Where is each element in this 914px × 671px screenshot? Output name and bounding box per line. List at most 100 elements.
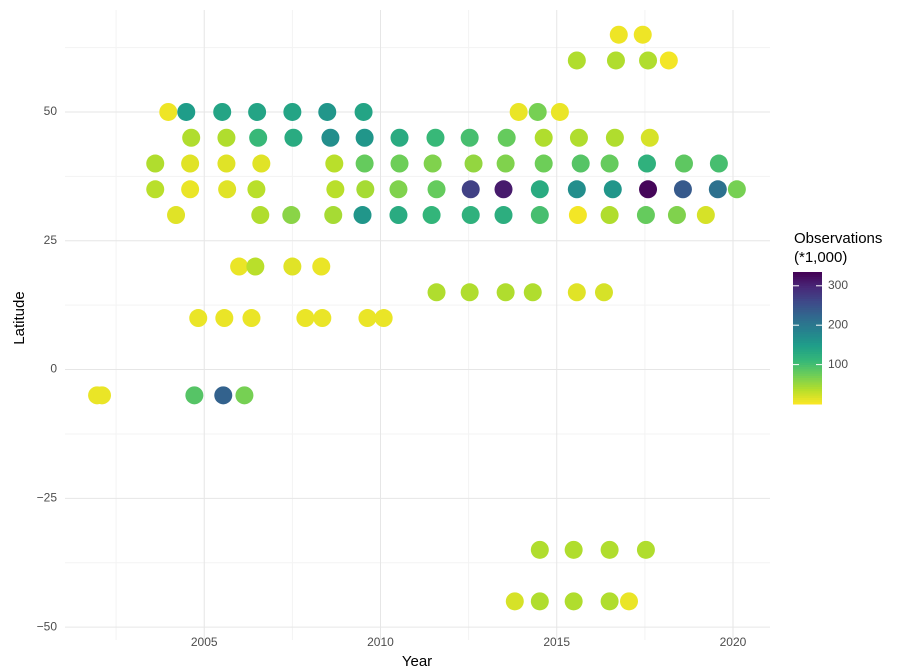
point [235, 386, 254, 405]
point [355, 154, 374, 173]
point [674, 154, 693, 173]
colorbar-segment [793, 324, 822, 328]
point [251, 206, 270, 225]
colorbar-segment [793, 364, 822, 368]
point [571, 154, 590, 173]
colorbar-segment [793, 390, 822, 394]
colorbar-segment [793, 329, 822, 332]
point [636, 540, 655, 559]
colorbar-segment [793, 298, 822, 302]
point [146, 180, 165, 199]
point [426, 128, 445, 147]
point [530, 206, 549, 225]
point [464, 154, 483, 173]
colorbar-segment [793, 285, 822, 288]
point [523, 283, 542, 302]
point [283, 257, 302, 276]
point [321, 128, 340, 147]
colorbar-segment [793, 353, 822, 357]
point [567, 51, 586, 70]
colorbar-segment [793, 274, 822, 277]
point [564, 592, 583, 611]
point [355, 128, 374, 147]
colorbar-label: 200 [828, 317, 848, 331]
x-tick-label: 2015 [543, 635, 570, 649]
point [709, 154, 728, 173]
point [423, 154, 442, 173]
point [358, 309, 377, 328]
colorbar-segment [793, 309, 822, 313]
point [509, 102, 528, 121]
point [248, 102, 267, 121]
point [326, 180, 345, 199]
point [494, 180, 513, 199]
point [633, 25, 652, 44]
point [353, 206, 372, 225]
point [181, 154, 200, 173]
point [185, 386, 204, 405]
point [568, 206, 587, 225]
colorbar-segment [793, 318, 822, 321]
colorbar-segment [793, 302, 822, 306]
point [603, 180, 622, 199]
colorbar-segment [793, 272, 822, 275]
point [460, 128, 479, 147]
colorbar-segment [793, 362, 822, 365]
point [667, 206, 686, 225]
point [530, 180, 549, 199]
colorbar-segment [793, 305, 822, 308]
colorbar-segment [793, 287, 822, 291]
colorbar-segment [793, 335, 822, 339]
colorbar-segment [793, 388, 822, 392]
point [215, 309, 234, 328]
point [427, 180, 446, 199]
point [609, 25, 628, 44]
point [318, 102, 337, 121]
y-axis-title: Latitude [11, 291, 28, 344]
colorbar-segment [793, 366, 822, 370]
colorbar-segment [793, 377, 822, 381]
colorbar-segment [793, 386, 822, 390]
point [636, 206, 655, 225]
point [637, 154, 656, 173]
point [249, 128, 268, 147]
colorbar-segment [793, 357, 822, 361]
point [600, 540, 619, 559]
point [214, 386, 233, 405]
x-tick-label: 2020 [720, 635, 747, 649]
x-tick-label: 2005 [191, 635, 218, 649]
colorbar-segment [793, 399, 822, 403]
point [497, 128, 516, 147]
point [461, 206, 480, 225]
colorbar-segment [793, 327, 822, 330]
colorbar-segment [793, 342, 822, 346]
point [213, 102, 232, 121]
colorbar-segment [793, 280, 822, 284]
point [640, 128, 659, 147]
point [600, 592, 619, 611]
point [569, 128, 588, 147]
colorbar-segment [793, 313, 822, 317]
colorbar-segment [793, 382, 822, 385]
colorbar-segment [793, 360, 822, 363]
colorbar-segment [793, 346, 822, 350]
legend-title: Observations [794, 230, 882, 247]
point [534, 128, 553, 147]
point [534, 154, 553, 173]
point [230, 257, 249, 276]
point [312, 257, 331, 276]
colorbar-segment [793, 307, 822, 310]
colorbar-label: 300 [828, 278, 848, 292]
point [146, 154, 165, 173]
y-tick-label: −50 [37, 619, 58, 633]
point [530, 540, 549, 559]
y-tick-label: 25 [44, 233, 58, 247]
x-axis-title: Year [402, 653, 432, 670]
point [727, 180, 746, 199]
point [494, 206, 513, 225]
point [354, 102, 373, 121]
point [696, 206, 715, 225]
point [181, 180, 200, 199]
point [530, 592, 549, 611]
